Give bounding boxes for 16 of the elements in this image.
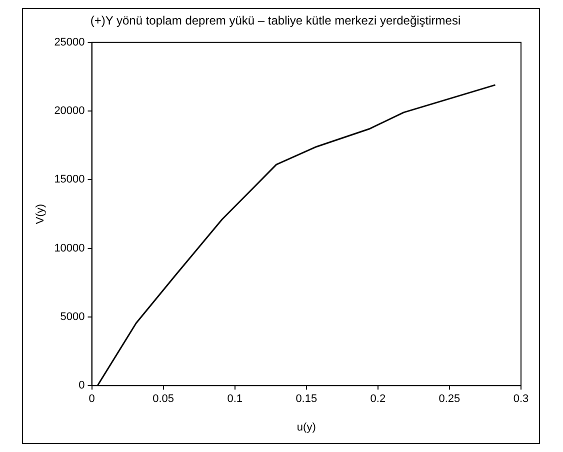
y-axis-title: V(y) bbox=[34, 204, 47, 224]
x-tick-label: 0 bbox=[88, 393, 95, 406]
y-tick-label: 10000 bbox=[54, 242, 85, 254]
y-tick-label: 25000 bbox=[54, 36, 85, 48]
y-tick-label: 0 bbox=[78, 380, 85, 392]
x-tick-label: 0.3 bbox=[513, 393, 529, 406]
y-tick-label: 15000 bbox=[54, 174, 85, 186]
x-axis-title: u(y) bbox=[296, 421, 316, 434]
chart-title: (+)Y yönü toplam deprem yükü – tabliye kütle merkezi yerdeğiştirmesi bbox=[90, 14, 461, 28]
y-tick-label: 20000 bbox=[54, 105, 85, 118]
x-tick-label: 0.15 bbox=[296, 393, 318, 406]
x-tick-label: 0.05 bbox=[152, 393, 174, 406]
x-tick-label: 0.2 bbox=[370, 393, 386, 406]
y-tick-label: 5000 bbox=[60, 310, 85, 323]
x-tick-label: 0.1 bbox=[227, 393, 243, 406]
x-tick-label: 0.25 bbox=[438, 393, 460, 406]
